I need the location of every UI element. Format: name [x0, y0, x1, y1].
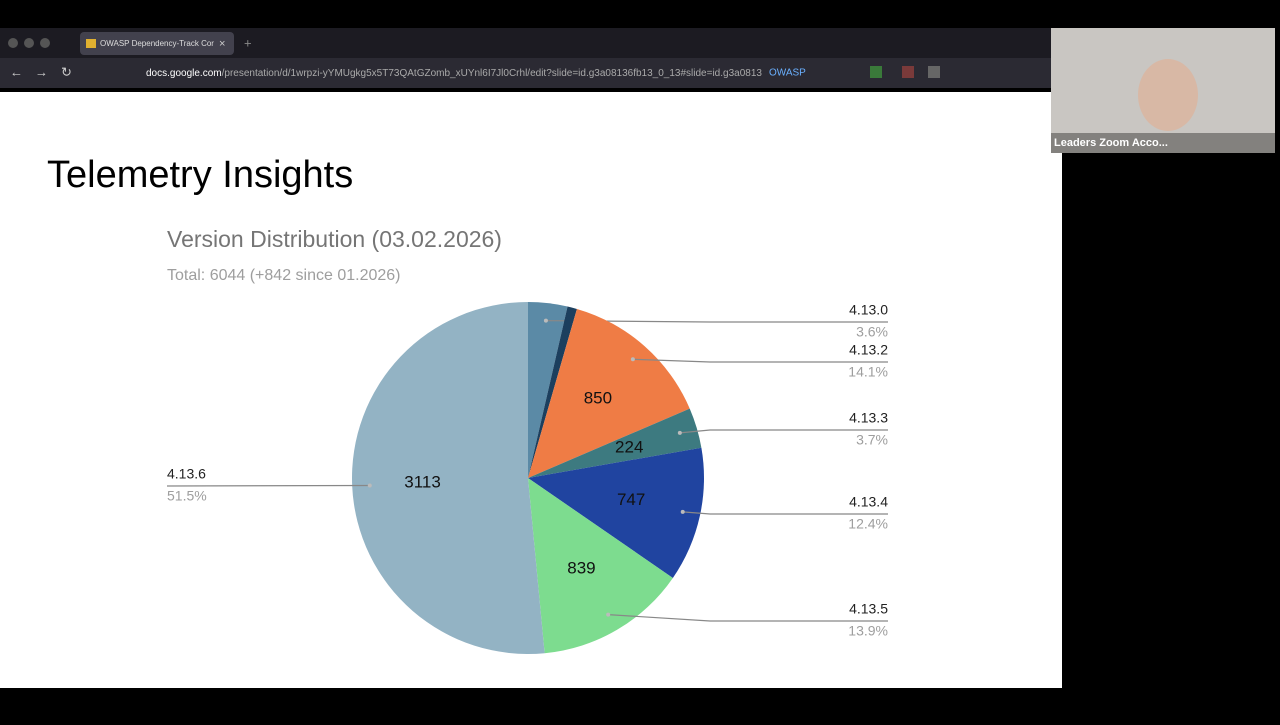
leader-dot	[606, 612, 611, 617]
percent-label: 14.1%	[848, 364, 888, 380]
slide-title: Telemetry Insights	[47, 154, 353, 196]
back-button[interactable]: ←	[10, 64, 23, 79]
percent-label: 12.4%	[848, 516, 888, 532]
legend-label: 4.13.2	[849, 342, 888, 358]
bookmark[interactable]: OWASP	[769, 68, 806, 79]
pie-slice	[528, 302, 568, 478]
slice-value-label: 747	[617, 490, 645, 509]
leader-line	[166, 484, 370, 487]
percent-label: 3.6%	[856, 324, 888, 340]
leader-dot	[677, 430, 682, 435]
window-zoom[interactable]	[40, 38, 50, 48]
forward-button[interactable]: →	[35, 64, 48, 79]
participant-face	[1138, 59, 1198, 131]
pie-slice	[528, 306, 577, 478]
url-host: docs.google.com	[146, 68, 222, 79]
url[interactable]: docs.google.com/presentation/d/1wrpzi-yY…	[146, 68, 762, 79]
url-path: /presentation/d/1wrpzi-yYMUgkg5x5T73QAtG…	[222, 68, 763, 79]
extension-icon[interactable]	[928, 66, 940, 78]
extension-icon[interactable]	[902, 66, 914, 78]
tab-title: OWASP Dependency-Track Cor	[100, 39, 214, 48]
leader-line	[679, 429, 888, 434]
participant-name: Leaders Zoom Acco...	[1054, 137, 1168, 149]
window-minimize[interactable]	[24, 38, 34, 48]
chart-title: Version Distribution (03.02.2026)	[167, 226, 502, 252]
legend-label: 4.13.3	[849, 410, 888, 426]
leader-dot	[367, 483, 372, 488]
percent-label: 3.7%	[856, 432, 888, 448]
extension-icon[interactable]	[870, 66, 882, 78]
legend-label: 4.13.5	[849, 601, 888, 617]
pie-slice	[351, 302, 545, 654]
pie-slice	[528, 308, 690, 478]
tab[interactable]	[80, 32, 234, 55]
leader-dot	[680, 509, 685, 514]
legend-label: 4.13.4	[849, 494, 888, 510]
slice-value-label: 850	[584, 388, 612, 407]
pie-slice	[528, 478, 673, 654]
chart-subtitle: Total: 6044 (+842 since 01.2026)	[167, 267, 401, 284]
slice-value-label: 3113	[404, 472, 441, 491]
leader-dot	[630, 357, 635, 362]
window-close[interactable]	[8, 38, 18, 48]
leader-dot	[543, 318, 548, 323]
slice-value-label: 224	[615, 437, 643, 456]
percent-label: 13.9%	[848, 623, 888, 639]
participant-name-bg	[1051, 133, 1275, 153]
pie-slice	[528, 408, 702, 478]
leader-line	[682, 511, 888, 515]
leader-line	[608, 614, 888, 622]
legend-label: 4.13.6	[167, 466, 206, 482]
leader-line	[632, 358, 888, 363]
new-tab[interactable]: +	[244, 35, 252, 50]
reload-button[interactable]: ↻	[61, 64, 72, 79]
legend-label: 4.13.0	[849, 302, 888, 318]
slice-value-label: 839	[567, 559, 595, 578]
percent-label: 51.5%	[167, 488, 207, 504]
tab-icon	[86, 39, 96, 48]
tab-close[interactable]: ×	[219, 38, 225, 50]
pie-slice	[528, 447, 704, 578]
